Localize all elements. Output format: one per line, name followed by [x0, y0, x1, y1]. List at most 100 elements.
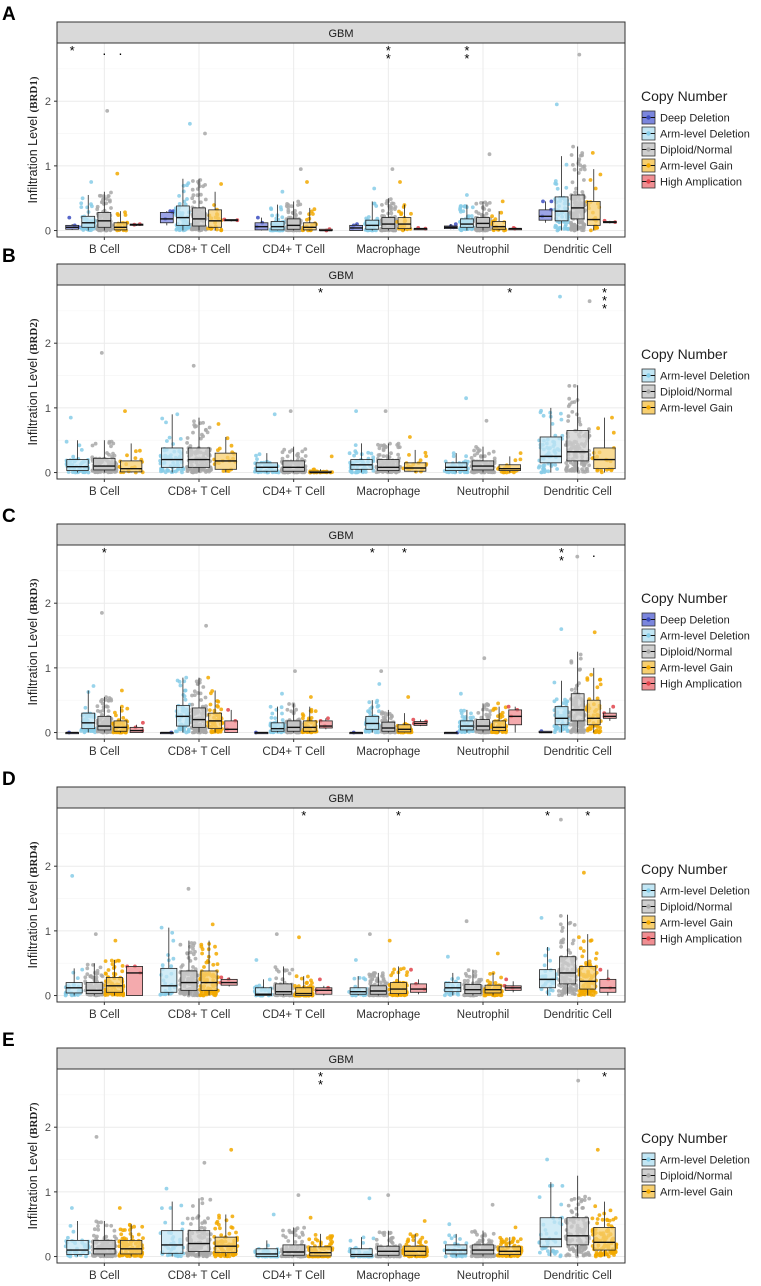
data-point	[113, 938, 118, 943]
data-point	[584, 460, 588, 465]
data-point	[133, 456, 138, 460]
data-point	[586, 726, 590, 731]
data-point	[192, 693, 197, 697]
plot-area	[57, 43, 625, 237]
data-point	[575, 412, 579, 417]
data-point	[268, 704, 273, 709]
legend-key-dot	[646, 373, 651, 378]
data-point	[371, 455, 376, 460]
significance-mark: .	[118, 42, 122, 58]
data-point	[181, 729, 186, 733]
box-b-cell-high-amplication	[125, 964, 143, 996]
data-point	[569, 226, 574, 231]
data-point	[309, 209, 314, 214]
data-point	[256, 215, 260, 220]
box-body	[593, 447, 616, 470]
data-point	[279, 705, 284, 710]
data-point	[183, 688, 188, 693]
data-point	[476, 711, 481, 715]
data-point	[388, 197, 393, 202]
legend-key-dot	[646, 617, 651, 622]
data-point	[186, 729, 191, 734]
legend-item-diploid-normal: Diploid/Normal	[641, 384, 732, 399]
data-point	[208, 702, 213, 707]
data-point	[482, 656, 487, 661]
data-point	[549, 199, 554, 204]
data-point	[518, 457, 523, 462]
data-point	[171, 956, 176, 961]
data-point	[482, 454, 487, 459]
data-point	[571, 144, 575, 149]
data-point	[590, 151, 595, 155]
box-body	[397, 724, 412, 733]
data-point	[289, 204, 294, 209]
data-point	[379, 669, 384, 673]
data-point	[201, 184, 206, 189]
data-point	[177, 679, 182, 684]
data-point	[518, 451, 523, 455]
data-point	[89, 202, 93, 207]
data-point	[595, 696, 600, 701]
data-point	[114, 713, 118, 718]
data-point	[206, 675, 211, 680]
data-point	[285, 707, 290, 712]
data-point	[180, 470, 184, 475]
data-point	[79, 201, 84, 206]
data-point	[203, 131, 207, 136]
data-point	[554, 102, 559, 107]
box-body	[180, 970, 198, 991]
data-point	[210, 922, 215, 927]
data-point	[195, 193, 200, 198]
data-point	[564, 185, 569, 190]
box-body	[554, 706, 569, 726]
data-point	[573, 721, 578, 725]
data-point	[125, 453, 129, 458]
data-point	[479, 454, 483, 458]
data-point	[366, 709, 370, 713]
legend-item-arm-level-deletion: Arm-level Deletion	[641, 126, 750, 141]
legend-key-dot	[646, 163, 651, 168]
data-point	[115, 992, 120, 997]
data-point	[109, 470, 114, 474]
data-point	[580, 723, 585, 728]
legend-label: Diploid/Normal	[660, 387, 732, 399]
data-point	[469, 214, 474, 218]
box-cd8-t-cell-diploid-normal	[189, 131, 208, 233]
data-point	[257, 452, 262, 457]
box-cd8-t-cell-arm-level-deletion	[173, 121, 192, 233]
data-point	[95, 704, 100, 709]
data-point	[285, 454, 290, 459]
data-point	[369, 451, 374, 456]
data-point	[354, 409, 358, 413]
data-point	[226, 708, 231, 712]
y-tick-label: 1	[45, 663, 51, 675]
data-point	[500, 199, 505, 204]
data-point	[98, 965, 103, 970]
data-point	[465, 193, 469, 197]
data-point	[376, 453, 381, 458]
data-point	[280, 711, 284, 716]
data-point	[399, 212, 403, 217]
box-body	[282, 460, 305, 472]
data-point	[89, 180, 94, 184]
data-point	[190, 993, 195, 998]
legend-key-dot	[646, 649, 651, 654]
data-point	[504, 730, 508, 735]
legend-item-arm-level-gain: Arm-level Gain	[641, 400, 733, 415]
data-point	[273, 716, 278, 720]
data-point	[588, 178, 593, 182]
data-point	[254, 453, 258, 458]
data-point	[200, 951, 205, 956]
data-point	[451, 451, 456, 456]
data-point	[123, 409, 127, 413]
data-point	[93, 932, 98, 936]
box-body	[270, 221, 285, 231]
data-point	[185, 441, 190, 445]
data-point	[280, 189, 285, 194]
x-tick-label: Macrophage	[356, 746, 420, 758]
legend-item-arm-level-deletion: Arm-level Deletion	[641, 628, 750, 643]
data-point	[598, 725, 602, 730]
data-point	[513, 458, 518, 463]
